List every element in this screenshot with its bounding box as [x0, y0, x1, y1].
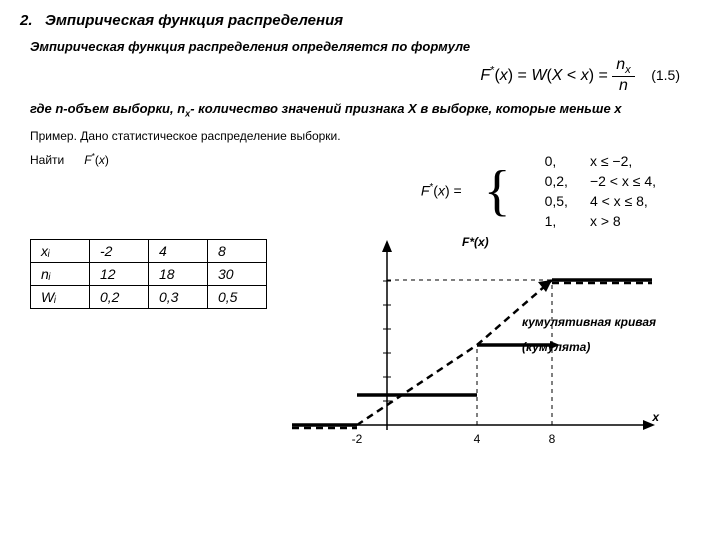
y-axis-label: F*(x)	[462, 235, 489, 249]
find-label: Найти	[30, 153, 64, 167]
annot-cumulative: кумулятивная кривая	[522, 315, 656, 329]
formula: F*(x) = W(X < x) = nx n	[480, 56, 634, 95]
formula-row: F*(x) = W(X < x) = nx n (1.5)	[20, 56, 700, 95]
find: Найти F*(x)	[30, 151, 409, 167]
chart: -2 4 8 F*(x) x кумулятивная кривая (кумуля…	[287, 235, 667, 465]
annot-cumulata: (кумулята)	[522, 340, 590, 354]
pw-row: 0,5,4 < x ≤ 8,	[535, 192, 666, 210]
data-table: xᵢ-248 nᵢ121830 Wᵢ0,20,30,5	[30, 239, 267, 309]
subtitle: Эмпирическая функция распределения опред…	[30, 39, 700, 54]
table-row: nᵢ121830	[31, 262, 267, 285]
heading-text: Эмпирическая функция распределения	[45, 12, 343, 29]
pw-row: 0,2,−2 < x ≤ 4,	[535, 172, 666, 190]
svg-text:8: 8	[549, 432, 556, 446]
desc-a: где n-объем выборки, n	[30, 101, 185, 116]
example: Пример. Дано статистическое распределени…	[30, 129, 700, 143]
x-axis-label: x	[652, 410, 659, 424]
pw-row: 1,x > 8	[535, 212, 666, 230]
chart-svg: -2 4 8	[287, 235, 667, 465]
pw-row: 0,x ≤ −2,	[535, 152, 666, 170]
desc: где n-объем выборки, nx- количество знач…	[30, 101, 700, 119]
desc-b: - количество значений признака Х в выбор…	[190, 101, 621, 116]
table-row: xᵢ-248	[31, 239, 267, 262]
svg-text:-2: -2	[352, 432, 363, 446]
table-row: Wᵢ0,20,30,5	[31, 285, 267, 308]
find-formula: F*(x)	[84, 153, 109, 167]
svg-text:4: 4	[474, 432, 481, 446]
eq-number: (1.5)	[651, 67, 680, 83]
heading: 2. Эмпирическая функция распределения	[20, 12, 700, 29]
heading-num: 2.	[20, 12, 33, 29]
piecewise: F*(x) = { 0,x ≤ −2, 0,2,−2 < x ≤ 4, 0,5,…	[409, 147, 680, 235]
